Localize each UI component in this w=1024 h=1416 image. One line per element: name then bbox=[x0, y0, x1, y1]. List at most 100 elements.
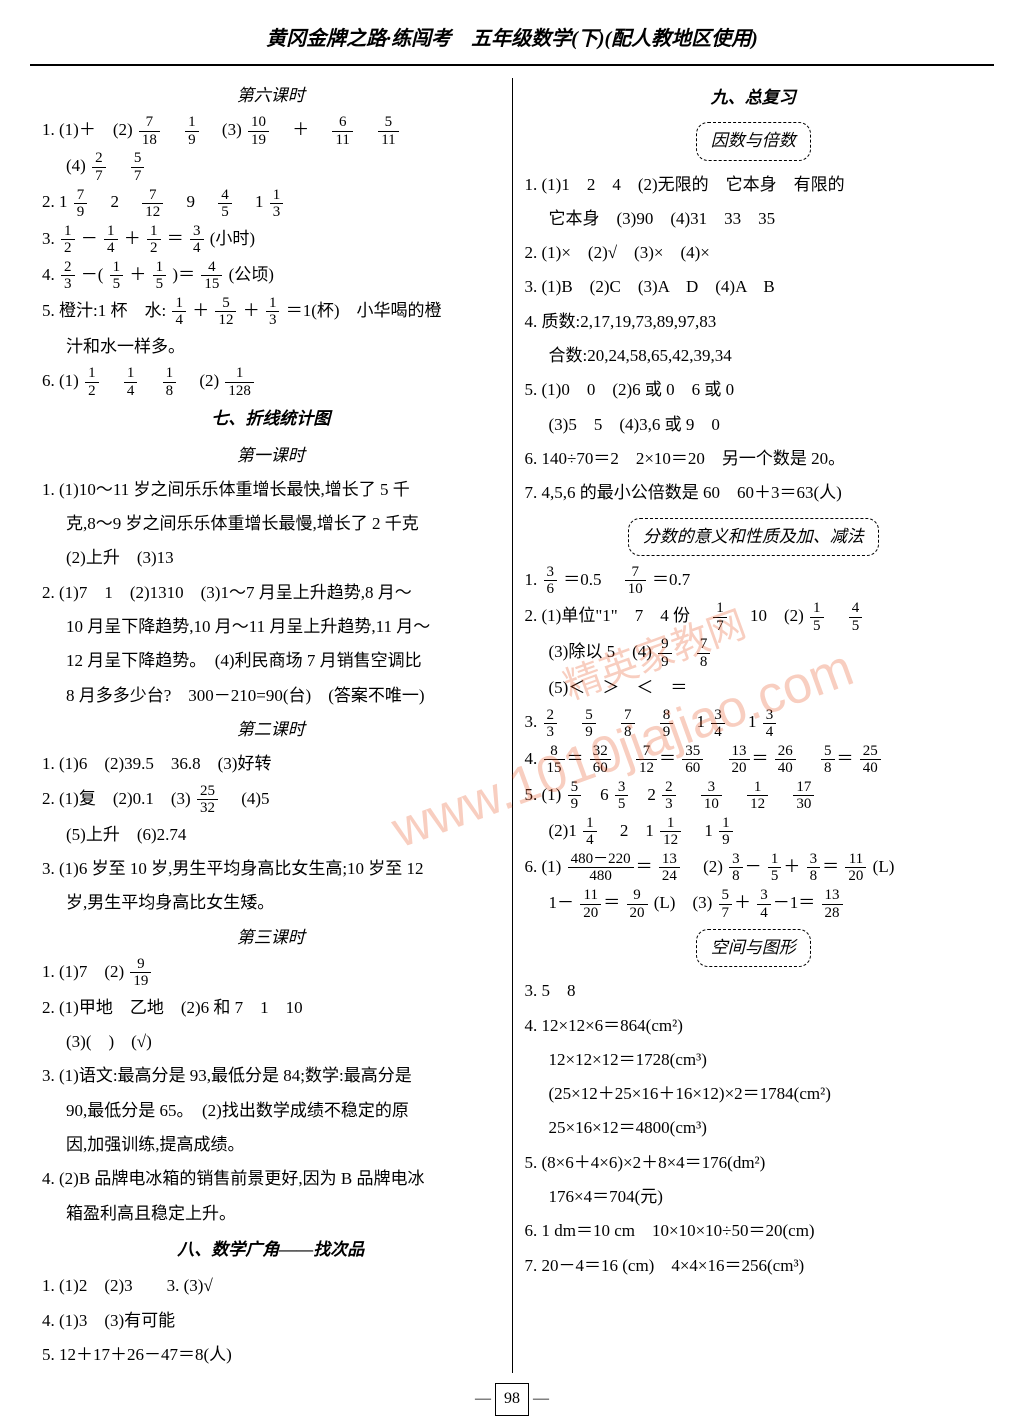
text-line: (2)1 14 2 1 112 1 19 bbox=[525, 815, 983, 849]
frac: 718 bbox=[139, 114, 160, 148]
text: 5. 橙汁:1 杯 水: bbox=[42, 301, 166, 320]
text: 1. (1)＋ (2) bbox=[42, 120, 133, 139]
frac: 45 bbox=[218, 187, 232, 221]
text: 5. (1) bbox=[525, 785, 562, 804]
frac: 14 bbox=[104, 223, 118, 257]
frac: 34 bbox=[711, 707, 725, 741]
frac: 919 bbox=[130, 956, 151, 990]
text: ＋ bbox=[192, 301, 209, 320]
text: (2) bbox=[703, 857, 723, 876]
lesson-6-title: 第六课时 bbox=[42, 80, 500, 112]
text-line: 2. (1)单位"1" 7 4 份 17 10 (2) 15 45 bbox=[525, 600, 983, 634]
text: (L) bbox=[873, 857, 895, 876]
text-line: 5. (1) 59 6 35 2 23 310 112 1730 bbox=[525, 779, 983, 813]
text-line: 2. (1)7 1 (2)1310 (3)1～7 月呈上升趋势,8 月～ bbox=[42, 577, 500, 609]
frac: 13 bbox=[266, 295, 280, 329]
frac: 415 bbox=[201, 259, 222, 293]
text: 4. bbox=[525, 749, 542, 768]
text: )＝ bbox=[172, 265, 195, 284]
q3-line: 3. 12 － 14 ＋ 12 ＝ 34 (小时) bbox=[42, 223, 500, 257]
text-line: 5. (8×6＋4×6)×2＋8×4＝176(dm²) bbox=[525, 1147, 983, 1179]
frac: 78 bbox=[621, 707, 635, 741]
frac: 13 bbox=[270, 187, 284, 221]
q4-line: 4. 23 －( 15 ＋ 15 )＝ 415 (公顷) bbox=[42, 259, 500, 293]
text-line: 6. 140÷70＝2 2×10＝20 另一个数是 20。 bbox=[525, 443, 983, 475]
text-line: (5)上升 (6)2.74 bbox=[42, 819, 500, 851]
text: 6. (1) bbox=[42, 371, 79, 390]
text: 1 bbox=[748, 712, 757, 731]
frac: 112 bbox=[747, 779, 768, 813]
text-line: 3. (1)B (2)C (3)A D (4)A B bbox=[525, 271, 983, 303]
text-line: 岁,男生平均身高比女生矮。 bbox=[42, 887, 500, 919]
frac: 1730 bbox=[793, 779, 814, 813]
text-line: 1. (1)7 (2) 919 bbox=[42, 956, 500, 990]
frac: 1120 bbox=[845, 851, 866, 885]
text: ＝ bbox=[167, 229, 184, 248]
text: 2 bbox=[111, 192, 120, 211]
section-7-title: 七、折线统计图 bbox=[42, 403, 500, 435]
frac: 14 bbox=[583, 815, 597, 849]
frac: 14 bbox=[124, 365, 138, 399]
text-line: 1. (1)1 2 4 (2)无限的 它本身 有限的 bbox=[525, 169, 983, 201]
frac: 511 bbox=[378, 114, 398, 148]
frac: 18 bbox=[163, 365, 177, 399]
text-line: 3. (1)语文:最高分是 93,最低分是 84;数学:最高分是 bbox=[42, 1060, 500, 1092]
frac: 23 bbox=[61, 259, 75, 293]
frac: 310 bbox=[701, 779, 722, 813]
frac: 99 bbox=[658, 636, 672, 670]
frac: 1128 bbox=[225, 365, 254, 399]
frac: 815 bbox=[544, 743, 565, 777]
lesson-1-title: 第一课时 bbox=[42, 440, 500, 472]
frac: 78 bbox=[697, 636, 711, 670]
text: (2) bbox=[199, 371, 219, 390]
frac: 19 bbox=[185, 114, 199, 148]
text-line: (2)上升 (3)13 bbox=[42, 542, 500, 574]
text-line: (25×12＋25×16＋16×12)×2＝1784(cm²) bbox=[525, 1078, 983, 1110]
frac: 1120 bbox=[580, 887, 601, 921]
frac: 58 bbox=[821, 743, 835, 777]
text: ＝0.7 bbox=[652, 570, 690, 589]
text-line: 12 月呈下降趋势。 (4)利民商场 7 月销售空调比 bbox=[42, 645, 500, 677]
text: (4)5 bbox=[241, 789, 269, 808]
text-line: 10 月呈下降趋势,10 月～11 月呈上升趋势,11 月～ bbox=[42, 611, 500, 643]
frac: 611 bbox=[332, 114, 352, 148]
text: 4. bbox=[42, 265, 59, 284]
frac: 57 bbox=[719, 887, 733, 921]
text-line: 4. (1)3 (3)有可能 bbox=[42, 1305, 500, 1337]
text: (L) (3) bbox=[654, 893, 713, 912]
text: 3. bbox=[525, 712, 542, 731]
text: 6. (1) bbox=[525, 857, 562, 876]
text-line: 它本身 (3)90 (4)31 33 35 bbox=[525, 203, 983, 235]
frac: 34 bbox=[763, 707, 777, 741]
text-line: (3)( ) (√) bbox=[42, 1026, 500, 1058]
lesson-3-title: 第三课时 bbox=[42, 922, 500, 954]
q5-line2: 汁和水一样多。 bbox=[42, 331, 500, 363]
text: 1－ bbox=[549, 893, 575, 912]
frac: 712 bbox=[636, 743, 657, 777]
frac: 57 bbox=[131, 150, 145, 184]
text-line: 克,8～9 岁之间乐乐体重增长最慢,增长了 2 千克 bbox=[42, 508, 500, 540]
text-line: 12×12×12＝1728(cm³) bbox=[525, 1044, 983, 1076]
tag-geometry: 空间与图形 bbox=[525, 929, 983, 967]
text-line: 25×16×12＝4800(cm³) bbox=[525, 1112, 983, 1144]
text-line: 2. (1)甲地 乙地 (2)6 和 7 1 10 bbox=[42, 992, 500, 1024]
text: 9 bbox=[187, 192, 196, 211]
frac: 17 bbox=[713, 600, 727, 634]
text: (3) bbox=[222, 120, 242, 139]
frac: 2640 bbox=[775, 743, 796, 777]
text-line: 3. 23 59 78 89 1 34 1 34 bbox=[525, 706, 983, 740]
section-8-title: 八、数学广角——找次品 bbox=[42, 1234, 500, 1266]
frac: 27 bbox=[92, 150, 106, 184]
text: ＝0.5 bbox=[563, 570, 601, 589]
left-column: 第六课时 1. (1)＋ (2) 718 19 (3) 1019 ＋ 611 5… bbox=[30, 78, 513, 1373]
text-line: 3. (1)6 岁至 10 岁,男生平均身高比女生高;10 岁至 12 bbox=[42, 853, 500, 885]
frac: 14 bbox=[172, 295, 186, 329]
frac: 2540 bbox=[860, 743, 881, 777]
text-line: 2. (1)× (2)√ (3)× (4)× bbox=[525, 237, 983, 269]
page-header: 黄冈金牌之路·练闯考 五年级数学(下)(配人教地区使用) bbox=[30, 20, 994, 66]
text: 1 bbox=[697, 712, 706, 731]
text-line: 1. (1)10～11 岁之间乐乐体重增长最快,增长了 5 千 bbox=[42, 474, 500, 506]
text: 1. (1)7 (2) bbox=[42, 962, 124, 981]
text-line: 3. 5 8 bbox=[525, 975, 983, 1007]
frac: 38 bbox=[807, 851, 821, 885]
